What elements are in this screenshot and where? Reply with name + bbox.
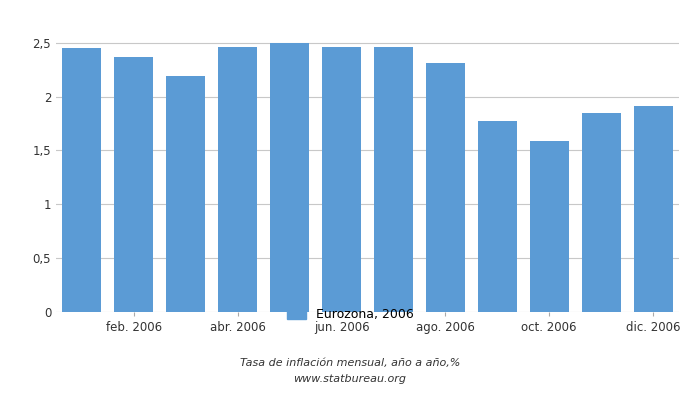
Bar	[167, 76, 205, 312]
Bar	[270, 43, 309, 312]
Bar	[634, 106, 673, 312]
Bar	[114, 57, 153, 312]
Text: www.statbureau.org: www.statbureau.org	[293, 374, 407, 384]
Bar	[582, 113, 621, 312]
Bar	[374, 47, 413, 312]
Bar	[218, 47, 257, 312]
Bar	[426, 63, 465, 312]
Text: Tasa de inflación mensual, año a año,%: Tasa de inflación mensual, año a año,%	[240, 358, 460, 368]
Bar	[322, 47, 361, 312]
Bar	[478, 121, 517, 312]
Bar	[62, 48, 102, 312]
Bar	[530, 141, 568, 312]
Legend: Eurozona, 2006: Eurozona, 2006	[281, 303, 419, 326]
